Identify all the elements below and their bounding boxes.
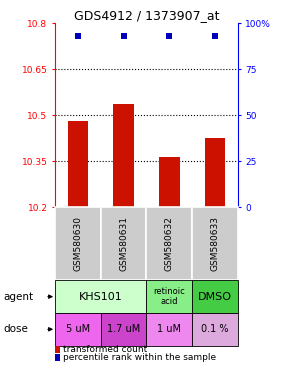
Text: DMSO: DMSO bbox=[198, 291, 232, 302]
Text: 0.1 %: 0.1 % bbox=[201, 324, 229, 334]
Text: agent: agent bbox=[3, 291, 33, 302]
Text: KHS101: KHS101 bbox=[79, 291, 123, 302]
Text: retinoic
acid: retinoic acid bbox=[153, 287, 185, 306]
Bar bbox=[113, 104, 134, 207]
Bar bbox=[192, 280, 238, 313]
Text: 1 uM: 1 uM bbox=[157, 324, 181, 334]
Text: dose: dose bbox=[3, 324, 28, 334]
Title: GDS4912 / 1373907_at: GDS4912 / 1373907_at bbox=[74, 9, 219, 22]
Bar bbox=[192, 207, 238, 280]
Text: GSM580631: GSM580631 bbox=[119, 216, 128, 271]
Text: GSM580632: GSM580632 bbox=[165, 217, 174, 271]
Bar bbox=[55, 280, 146, 313]
Bar bbox=[101, 313, 146, 346]
Bar bbox=[146, 280, 192, 313]
Bar bbox=[205, 138, 225, 207]
Bar bbox=[68, 121, 88, 207]
Text: 5 uM: 5 uM bbox=[66, 324, 90, 334]
Bar bbox=[101, 207, 146, 280]
Text: GSM580633: GSM580633 bbox=[211, 216, 220, 271]
Text: GSM580630: GSM580630 bbox=[73, 216, 82, 271]
Text: transformed count: transformed count bbox=[63, 345, 147, 354]
Bar bbox=[55, 207, 101, 280]
Bar bbox=[146, 207, 192, 280]
Bar bbox=[192, 313, 238, 346]
Bar bbox=[146, 313, 192, 346]
Text: percentile rank within the sample: percentile rank within the sample bbox=[63, 353, 216, 362]
Bar bbox=[159, 157, 180, 207]
Text: 1.7 uM: 1.7 uM bbox=[107, 324, 140, 334]
Bar bbox=[55, 313, 101, 346]
